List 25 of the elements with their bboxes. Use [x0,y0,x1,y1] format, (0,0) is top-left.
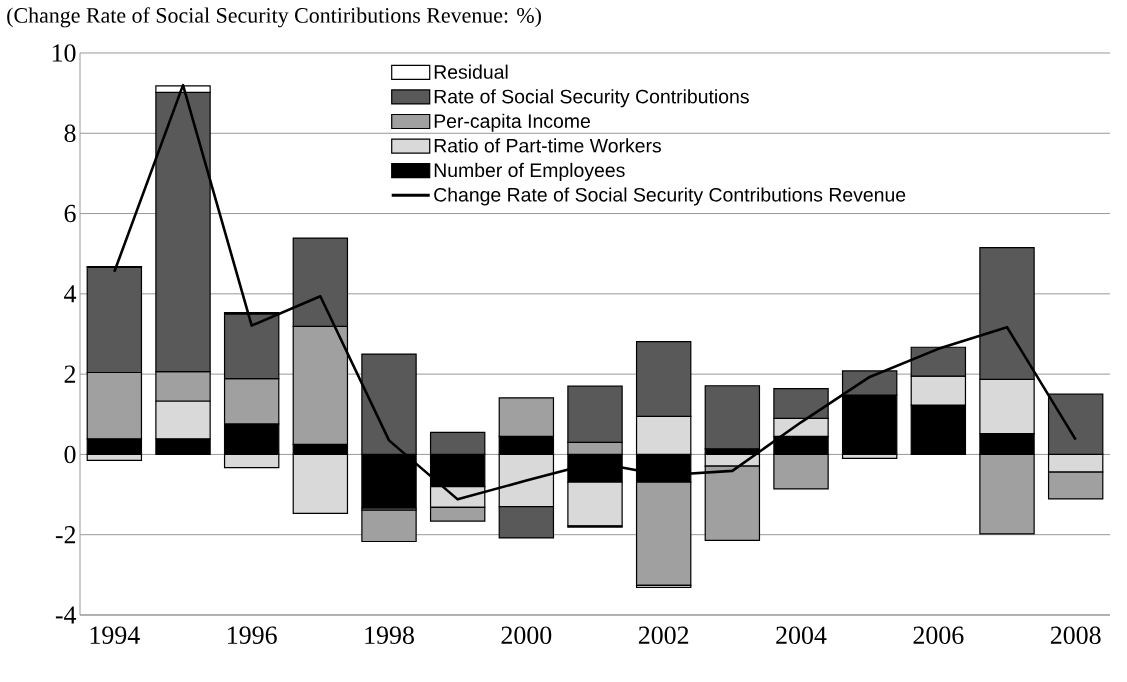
y-tick-label: 4 [64,285,77,303]
y-tick-label: -4 [55,606,77,624]
legend-label: Per-capita Income [434,113,590,132]
x-tick-label: 2008 [1050,626,1101,644]
x-tick-label: 2002 [638,626,689,644]
x-tick-label: 2000 [501,626,552,644]
x-tick-label: 1996 [228,626,277,644]
y-tick-label: 2 [64,365,76,383]
legend-label: Number of Employees [434,162,625,181]
x-tick-label: 2006 [913,626,964,644]
y-tick-label: 0 [64,445,76,464]
bar [704,385,761,450]
x-tick-label: 1998 [365,626,414,644]
y-tick-label: 8 [64,124,76,143]
y-tick-label: 6 [64,204,76,223]
legend-label: Ratio of Part-time Workers [434,138,662,153]
x-tick-label: 2004 [776,626,827,644]
legend-label: Rate of Social Security Contributions [434,89,749,108]
legend-label: Residual [434,64,508,79]
bar [361,509,417,543]
chart-title: (Change Rate of Social Security Contiributions Revenue: %) [7,7,541,28]
y-tick-label: -2 [55,526,76,544]
x-tick-label: 1994 [90,626,140,644]
legend-label: Change Rate of Social Security Contributions Revenue [434,187,906,206]
y-tick-label: 10 [52,44,76,62]
